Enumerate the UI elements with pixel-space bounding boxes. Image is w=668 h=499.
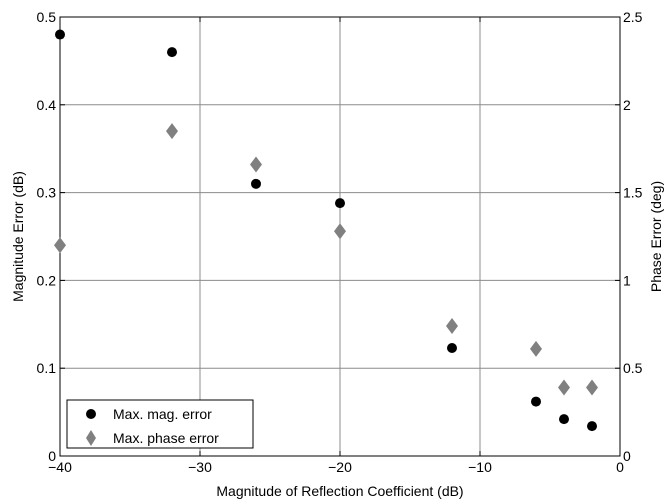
phase-error-point (558, 379, 570, 396)
y2-tick-label: 2 (623, 97, 631, 113)
phase-error-point (166, 123, 178, 140)
y2-axis-title: Phase Error (deg) (648, 181, 664, 292)
mag-error-point (167, 47, 177, 58)
y2-tick-label: 0.5 (623, 360, 643, 376)
phase-error-point (334, 223, 346, 240)
y-tick-label: 0.4 (37, 97, 57, 113)
y-axis-ticks: 0 0.1 0.2 0.3 0.4 0.5 (37, 9, 65, 464)
phase-error-point (250, 156, 262, 173)
mag-error-point (55, 29, 65, 40)
x-axis-title: Magnitude of Reflection Coefficient (dB) (216, 483, 463, 499)
phase-error-point (586, 379, 598, 396)
mag-error-point (531, 396, 541, 407)
mag-error-point (251, 178, 261, 189)
legend-marker-mag (86, 409, 96, 419)
y-tick-label: 0 (48, 448, 56, 464)
phase-error-point (446, 318, 458, 335)
mag-error-point (587, 421, 597, 432)
legend-label-mag: Max. mag. error (113, 406, 212, 422)
phase-error-point (54, 237, 66, 254)
y2-tick-label: 1.5 (623, 185, 643, 201)
legend-marker-phase (86, 430, 96, 446)
mag-error-point (559, 414, 569, 425)
legend-box (66, 399, 254, 449)
grid-lines (60, 17, 620, 456)
legend: Max. mag. error Max. phase error (66, 399, 254, 449)
x-tick-label: −20 (328, 459, 352, 475)
data-marks (54, 29, 598, 432)
y2-tick-label: 1 (623, 272, 631, 288)
y-axis-title: Magnitude Error (dB) (10, 171, 26, 302)
x-tick-label: 0 (616, 459, 624, 475)
y2-tick-label: 2.5 (623, 9, 643, 25)
y2-axis-ticks: 0 0.5 1 1.5 2 2.5 (615, 9, 643, 464)
x-tick-label: −40 (48, 459, 72, 475)
phase-error-point (530, 340, 542, 357)
legend-label-phase: Max. phase error (113, 430, 219, 446)
x-tick-label: −10 (468, 459, 492, 475)
mag-error-point (335, 198, 345, 209)
mag-error-point (447, 343, 457, 354)
x-axis-ticks: −40 −30 −20 −10 0 (48, 17, 624, 475)
y-tick-label: 0.3 (37, 185, 57, 201)
y-tick-label: 0.5 (37, 9, 57, 25)
x-tick-label: −30 (188, 459, 212, 475)
y-tick-label: 0.1 (37, 360, 57, 376)
y-tick-label: 0.2 (37, 272, 57, 288)
y2-tick-label: 0 (623, 448, 631, 464)
